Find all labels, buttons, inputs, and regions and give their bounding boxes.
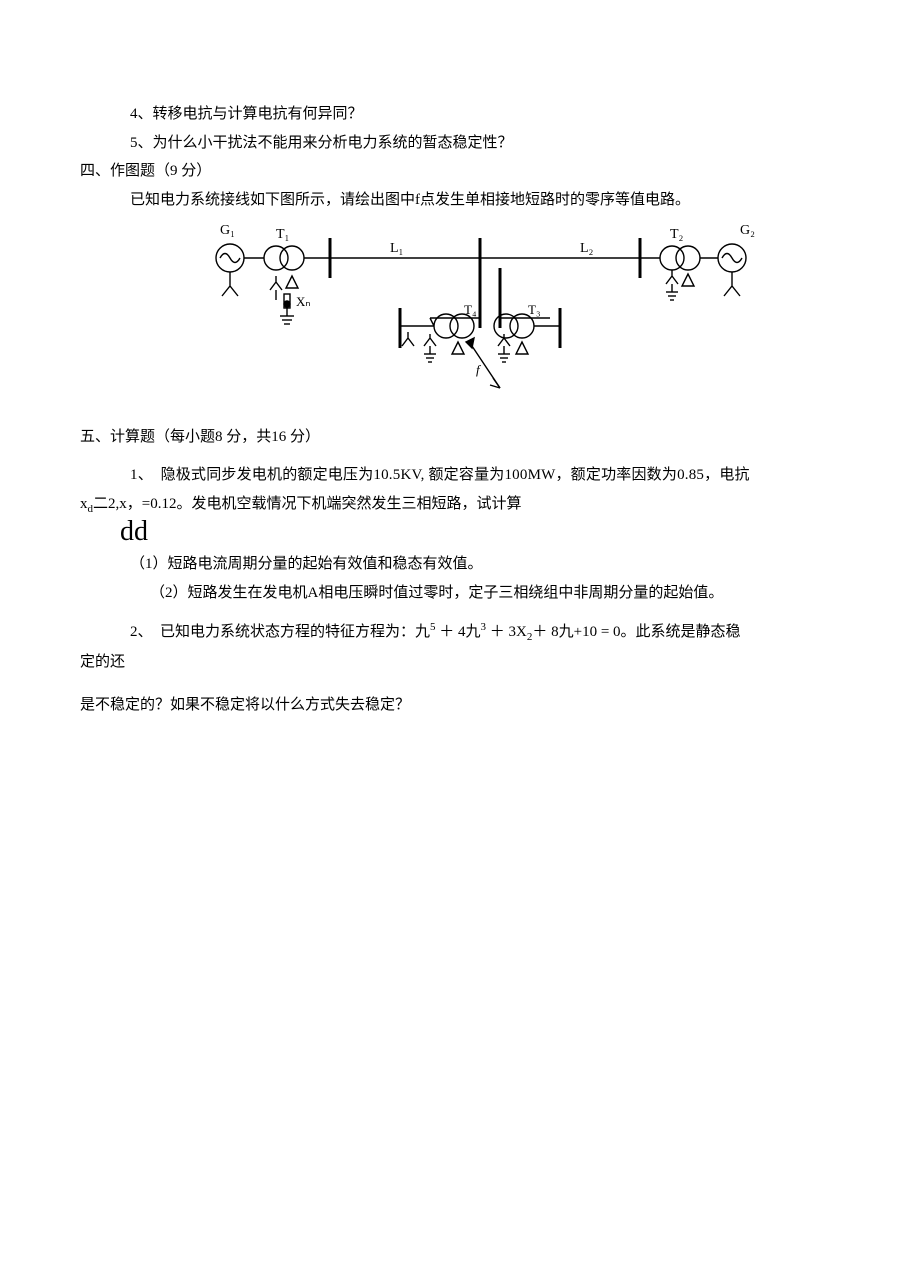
label-f: f bbox=[476, 362, 482, 377]
label-g2: G₂ bbox=[740, 223, 755, 238]
question-5-2-line3: 是不稳定的？如果不稳定将以什么方式失去稳定？ bbox=[80, 691, 840, 720]
xd-post: ，=0.12。发电机空载情况下机端突然发生三相短路，试计算 bbox=[127, 496, 522, 512]
circuit-diagram: G₁ T₁ L₁ L₂ T₂ G₂ Xₙ T₄ T₃ f bbox=[80, 214, 840, 423]
label-t1: T₁ bbox=[276, 227, 289, 242]
section-5-title: 五、计算题（每小题8 分，共16 分） bbox=[80, 423, 840, 452]
label-l1: L₁ bbox=[390, 241, 403, 256]
dd-text: dd bbox=[80, 517, 840, 548]
section-4-title: 四、作图题（9 分） bbox=[80, 157, 840, 186]
label-t2: T₂ bbox=[670, 227, 684, 242]
q52-d: ＋ 8九+10 = 0。此系统是静态稳 bbox=[532, 624, 740, 640]
q52-b: ＋ 4九 bbox=[436, 624, 481, 640]
question-5-1-line1: 1、 隐极式同步发电机的额定电压为10.5KV, 额定容量为100MW，额定功率… bbox=[80, 461, 840, 490]
xd-x: x bbox=[80, 496, 88, 512]
question-3-4: 4、转移电抗与计算电抗有何异同？ bbox=[80, 100, 840, 129]
q52-a: 2、 已知电力系统状态方程的特征方程为：九 bbox=[130, 624, 430, 640]
question-5-2-line2: 定的还 bbox=[80, 648, 840, 677]
label-t3: T₃ bbox=[528, 302, 540, 317]
label-t4: T₄ bbox=[464, 302, 477, 317]
section-4-body: 已知电力系统接线如下图所示，请绘出图中f点发生单相接地短路时的零序等值电路。 bbox=[80, 186, 840, 215]
label-l2: L₂ bbox=[580, 241, 594, 256]
q52-c: ＋ 3X bbox=[486, 624, 527, 640]
question-5-2-line1: 2、 已知电力系统状态方程的特征方程为：九5 ＋ 4九3 ＋ 3X2＋ 8九+1… bbox=[80, 617, 840, 648]
question-5-1-sub2: （2）短路发生在发电机A相电压瞬时值过零时，定子三相绕组中非周期分量的起始值。 bbox=[80, 579, 840, 608]
question-3-5: 5、为什么小干扰法不能用来分析电力系统的暂态稳定性？ bbox=[80, 129, 840, 158]
label-g1: G₁ bbox=[220, 223, 235, 238]
xd-mid: 二2,x bbox=[93, 496, 127, 512]
question-5-1-line2: xd二2,x，=0.12。发电机空载情况下机端突然发生三相短路，试计算 bbox=[80, 490, 840, 520]
question-5-1-sub1: （1）短路电流周期分量的起始有效值和稳态有效值。 bbox=[80, 550, 840, 579]
label-xn: Xₙ bbox=[296, 294, 311, 309]
